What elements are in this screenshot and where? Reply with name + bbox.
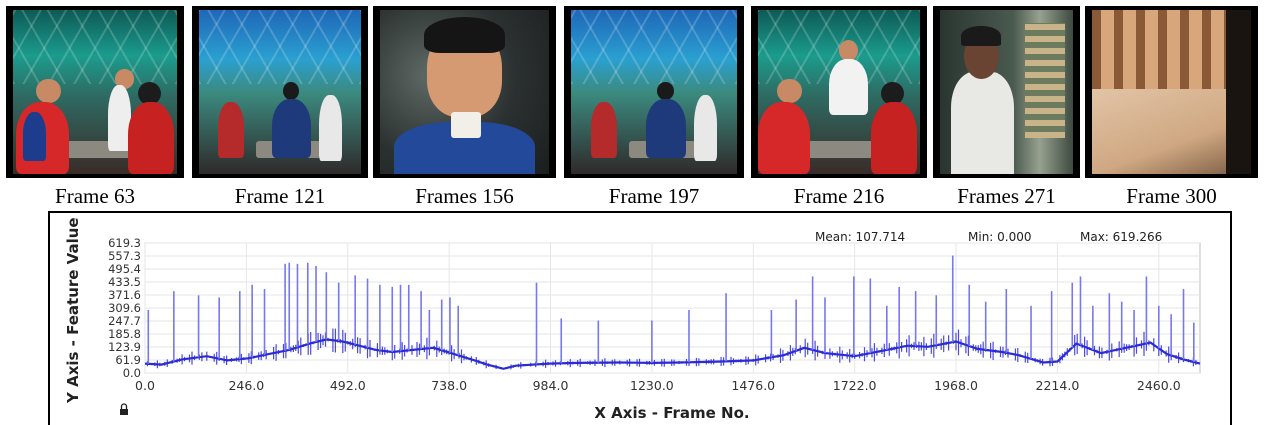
thumbnail-frame-197	[564, 6, 744, 178]
stat-mean: Mean: 107.714	[815, 230, 905, 244]
y-tick-label: 557.3	[108, 249, 141, 263]
chart-canvas: 619.3557.3495.4433.5371.6309.6247.7185.8…	[64, 217, 1201, 422]
x-axis-title: X Axis - Frame No.	[594, 404, 749, 422]
y-tick-label: 185.8	[108, 327, 141, 341]
thumbnail-image	[571, 10, 737, 174]
y-tick-label: 495.4	[108, 262, 141, 276]
x-tick-label: 1968.0	[934, 378, 978, 393]
y-tick-label: 61.9	[115, 353, 141, 367]
thumbnail-frame-300	[1085, 6, 1258, 178]
y-tick-label: 433.5	[108, 275, 141, 289]
thumbnail-frame-271	[933, 6, 1080, 178]
lock-icon-shackle	[120, 403, 128, 409]
x-tick-label: 492.0	[330, 378, 366, 393]
thumbnail-image	[1092, 10, 1251, 174]
stat-max: Max: 619.266	[1080, 230, 1162, 244]
x-tick-label: 1230.0	[630, 378, 674, 393]
y-tick-label: 0.0	[123, 366, 141, 380]
frame-caption: Frames 156	[415, 184, 514, 208]
series-baseline	[144, 338, 1201, 370]
x-tick-label: 984.0	[533, 378, 569, 393]
y-tick-label: 123.9	[108, 340, 141, 354]
thumbnail-image	[940, 10, 1073, 174]
y-tick-label: 619.3	[108, 236, 141, 250]
thumbnail-frame-156	[373, 6, 556, 178]
feature-value-chart: 619.3 557.3 495.4 433.5 371.6 309.6 247.7 185.8…	[48, 211, 1232, 425]
stat-min: Min: 0.000	[968, 230, 1032, 244]
series-feature-value	[144, 255, 1201, 370]
series-noise	[146, 328, 1197, 370]
y-tick-label: 371.6	[108, 288, 141, 302]
thumbnail-frame-216	[751, 6, 927, 178]
frame-caption: Frame 63	[55, 184, 135, 208]
y-axis-title: Y Axis - Feature Value	[64, 217, 82, 404]
thumbnail-frame-63	[6, 6, 184, 178]
thumbnail-image	[380, 10, 549, 174]
y-tick-label: 247.7	[108, 314, 141, 328]
x-tick-label: 1722.0	[833, 378, 877, 393]
frame-caption: Frame 197	[608, 184, 700, 208]
thumbnail-image	[13, 10, 177, 174]
x-tick-label: 1476.0	[731, 378, 775, 393]
y-tick-labels: 619.3557.3495.4433.5371.6309.6247.7185.8…	[108, 236, 141, 380]
x-tick-label: 246.0	[228, 378, 264, 393]
thumbnail-image	[199, 10, 361, 174]
x-tick-label: 0.0	[135, 378, 155, 393]
frame-caption: Frames 271	[957, 184, 1056, 208]
x-tick-label: 2460.0	[1137, 378, 1181, 393]
frame-caption: Frame 300	[1126, 184, 1217, 208]
x-tick-label: 2214.0	[1036, 378, 1080, 393]
x-tick-label: 738.0	[431, 378, 467, 393]
x-tick-labels: 0.0 246.0 492.0 738.0 984.0 1230.0 1476.0 1722.…	[135, 378, 1181, 393]
thumbnail-frame-121	[192, 6, 368, 178]
lock-icon	[120, 409, 128, 415]
frame-caption: Frame 121	[234, 184, 326, 208]
frame-caption: Frame 216	[793, 184, 885, 208]
y-tick-label: 309.6	[108, 301, 141, 315]
thumbnail-image	[758, 10, 920, 174]
